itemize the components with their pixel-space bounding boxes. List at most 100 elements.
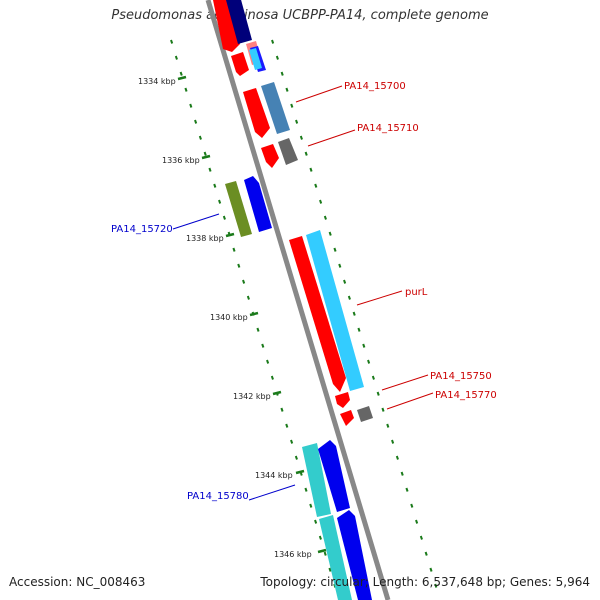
minor-tick [266,359,270,364]
label-leader [307,129,356,147]
gene-label[interactable]: PA14_15750 [430,371,492,382]
minor-tick [271,39,275,44]
label-leader [386,392,434,410]
gene-feature[interactable] [340,410,354,426]
gene-features [213,0,373,600]
kbp-major-tick [295,469,305,475]
minor-tick [170,39,174,44]
minor-tick [208,167,212,172]
gene-feature[interactable] [213,0,240,52]
label-leader [381,374,429,391]
tick-row-right [271,39,438,588]
minor-tick [314,183,318,188]
minor-tick [222,215,226,220]
gene-feature[interactable] [306,230,364,391]
gene-feature[interactable] [335,392,350,408]
minor-tick [304,151,308,156]
minor-tick [218,199,222,204]
minor-tick [347,295,351,300]
kbp-label: 1342 kbp [233,392,271,401]
minor-tick [309,503,313,508]
kbp-major-tick [177,75,187,81]
minor-tick [395,455,399,460]
minor-tick [391,439,395,444]
gene-feature[interactable] [319,515,352,600]
accession-text: Accession: NC_008463 [9,575,146,589]
label-leader [248,484,296,501]
gene-label[interactable]: PA14_15770 [435,390,497,401]
minor-tick [367,359,371,364]
minor-tick [198,135,202,140]
minor-tick [270,375,274,380]
minor-tick [304,487,308,492]
gene-feature[interactable] [278,138,298,165]
kbp-major-tick [201,154,211,160]
minor-tick [280,407,284,412]
minor-tick [280,71,284,76]
minor-tick [194,119,198,124]
minor-tick [328,567,332,572]
minor-tick [314,519,318,524]
kbp-major-tick [249,311,259,317]
kbp-label: 1336 kbp [162,156,200,165]
minor-tick [319,199,323,204]
kbp-label: 1340 kbp [210,313,248,322]
minor-tick [410,503,414,508]
minor-tick [424,551,428,556]
minor-tick [429,567,433,572]
gene-feature[interactable] [357,406,373,422]
minor-tick [323,215,327,220]
minor-tick [290,103,294,108]
genome-backbone [205,0,391,600]
kbp-label: 1344 kbp [255,471,293,480]
kbp-label: 1338 kbp [186,234,224,243]
minor-tick [338,263,342,268]
minor-tick [189,103,193,108]
gene-label[interactable]: PA14_15780 [187,491,249,502]
gene-feature[interactable] [337,510,372,600]
tick-row-left [170,39,337,588]
minor-tick [405,487,409,492]
minor-tick [246,295,250,300]
gene-feature[interactable] [302,443,331,517]
gene-feature[interactable] [231,52,249,76]
gene-feature[interactable] [226,0,252,44]
minor-tick [275,55,279,60]
gene-feature[interactable] [261,144,279,168]
gene-label[interactable]: PA14_15720 [111,224,173,235]
label-leader [172,213,220,230]
minor-tick [376,391,380,396]
label-leader [356,290,403,306]
minor-tick [352,311,356,316]
gene-label[interactable]: PA14_15700 [344,81,406,92]
gene-feature[interactable] [243,88,270,138]
gene-label[interactable]: purL [405,287,428,298]
minor-tick [343,279,347,284]
minor-tick [256,327,260,332]
gene-feature[interactable] [244,176,272,232]
kbp-axis: 1334 kbp 1336 kbp 1338 kbp 1340 kbp 1342… [138,75,327,559]
kbp-major-tick [272,390,282,396]
minor-tick [357,327,361,332]
gene-feature[interactable] [318,440,350,512]
gene-feature[interactable] [225,181,252,237]
minor-tick [400,471,404,476]
minor-tick [371,375,375,380]
minor-tick [285,87,289,92]
minor-tick [184,87,188,92]
gene-feature[interactable] [289,236,346,392]
gene-label[interactable]: PA14_15710 [357,123,419,134]
gene-feature[interactable] [249,48,262,70]
kbp-label: 1334 kbp [138,77,176,86]
minor-tick [295,119,299,124]
gene-annotations: PA14_15700 PA14_15710 PA14_15720 purL PA… [111,81,497,502]
minor-tick [285,423,289,428]
minor-tick [381,407,385,412]
kbp-major-tick [225,232,235,238]
minor-tick [415,519,419,524]
minor-tick [434,583,438,588]
minor-tick [294,455,298,460]
gene-feature[interactable] [261,82,290,134]
